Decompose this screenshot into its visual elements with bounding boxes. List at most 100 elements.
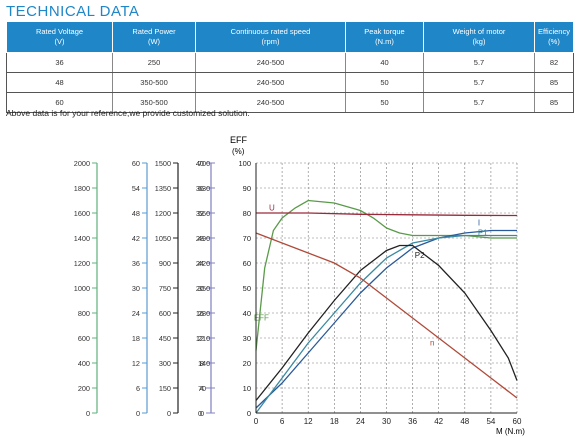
scale-tick-label: 20	[196, 284, 204, 293]
series-label: P2	[415, 251, 425, 260]
table-cell: 250	[112, 52, 196, 73]
x-tick-label: 12	[304, 417, 313, 426]
x-tick-label: 60	[513, 417, 522, 426]
y-tick-label: 80	[243, 209, 251, 218]
scale-tick-label: 8	[200, 359, 204, 368]
x-tick-label: 54	[486, 417, 495, 426]
scale-tick-label: 60	[132, 159, 140, 168]
scale-tick-label: 1200	[155, 209, 171, 218]
scale-tick-label: 1600	[74, 209, 90, 218]
scale-tick-label: 32	[196, 209, 204, 218]
scale-tick-label: 48	[132, 209, 140, 218]
series-label: n	[430, 339, 434, 348]
series-line	[255, 244, 518, 401]
scale-tick-label: 16	[196, 309, 204, 318]
scale-tick-label: 420	[198, 259, 210, 268]
table-cell: 5.7	[423, 52, 535, 73]
table-cell: 40	[345, 52, 424, 73]
scale-tick-label: 600	[159, 309, 171, 318]
scale-tick-label: 210	[198, 334, 210, 343]
scale-tick-label: 0	[167, 409, 171, 418]
scale-tick-label: 1050	[155, 234, 171, 243]
column-header: Continuous rated speed (rpm)	[195, 21, 346, 53]
scale-tick-label: 6	[136, 384, 140, 393]
y-tick-label: 50	[243, 284, 251, 293]
secondary-scales: 0200400600800100012001400160018002000061…	[74, 159, 215, 418]
table-row: 48 350-500 240-500 50 5.7 85	[6, 72, 574, 93]
x-tick-label: 18	[330, 417, 339, 426]
scale-tick-label: 70	[198, 384, 206, 393]
scale-tick-label: 200	[78, 384, 90, 393]
y-tick-label: 70	[243, 234, 251, 243]
scale-tick-label: 54	[132, 184, 140, 193]
scale-tick-label: 24	[132, 309, 140, 318]
table-cell: 240-500	[195, 52, 346, 73]
table-cell: 50	[345, 92, 424, 113]
scale-tick-label: 150	[159, 384, 171, 393]
table-cell: 82	[534, 52, 574, 73]
scale-tick-label: 630	[198, 184, 210, 193]
y-tick-label: 100	[238, 159, 251, 168]
series-line	[255, 234, 517, 414]
x-tick-label: 36	[408, 417, 417, 426]
technical-data-table: Rated Voltage (V) Rated Power (W) Continuo…	[6, 21, 574, 113]
column-header: Weight of motor (kg)	[423, 21, 535, 53]
y-tick-label: 60	[243, 259, 251, 268]
y-axis-title-top: EFF	[230, 135, 248, 145]
scale-tick-label: 1500	[155, 159, 171, 168]
scale-tick-label: 1000	[74, 284, 90, 293]
table-cell: 240-500	[195, 72, 346, 93]
scale-tick-label: 0	[136, 409, 140, 418]
table-cell: 5.7	[423, 92, 535, 113]
x-tick-label: 0	[254, 417, 259, 426]
table-cell: 350-500	[112, 72, 196, 93]
scale-tick-label: 12	[132, 359, 140, 368]
scale-tick-label: 1200	[74, 259, 90, 268]
scale-tick-label: 36	[132, 259, 140, 268]
scale-tick-label: 28	[196, 234, 204, 243]
scale-tick-label: 750	[159, 284, 171, 293]
table-cell: 5.7	[423, 72, 535, 93]
column-header: Peak torque (N.m)	[345, 21, 424, 53]
y-tick-label: 30	[243, 334, 251, 343]
series-label: I	[478, 219, 480, 228]
scale-tick-label: 280	[198, 309, 210, 318]
table-cell: 350-500	[112, 92, 196, 113]
scale-tick-label: 2000	[74, 159, 90, 168]
scale-tick-label: 40	[196, 159, 204, 168]
scale-tick-label: 600	[78, 334, 90, 343]
scale-tick-label: 36	[196, 184, 204, 193]
reference-note: Above data is for your reference,we prov…	[6, 108, 250, 118]
x-axis-title: M (N.m)	[496, 427, 525, 436]
series-label: EFF	[254, 314, 269, 323]
scale-tick-label: 12	[196, 334, 204, 343]
y-tick-label: 90	[243, 184, 251, 193]
scale-tick-label: 1400	[74, 234, 90, 243]
table-cell: 85	[534, 92, 574, 113]
scale-tick-label: 560	[198, 209, 210, 218]
scale-tick-label: 0	[86, 409, 90, 418]
table-cell: 50	[345, 72, 424, 93]
column-header: Efficiency (%)	[534, 21, 574, 53]
scale-tick-label: 900	[159, 259, 171, 268]
scale-tick-label: 42	[132, 234, 140, 243]
table-row: 36 250 240-500 40 5.7 82	[6, 52, 574, 73]
scale-tick-label: 30	[132, 284, 140, 293]
scale-tick-label: 300	[159, 359, 171, 368]
scale-tick-label: 700	[198, 159, 210, 168]
scale-tick-label: 0	[198, 409, 202, 418]
y-tick-label: 20	[243, 359, 251, 368]
y-tick-label: 10	[243, 384, 251, 393]
column-header: Rated Power (W)	[112, 21, 196, 53]
chart-grid	[255, 162, 518, 414]
table-cell: 60	[6, 92, 113, 113]
chart-axes: 0 10 20 30 40 50 60 70 80 90 100 0 6 12 18 24 30 36 42 48 54…	[238, 159, 522, 426]
x-tick-label: 24	[356, 417, 365, 426]
scale-tick-label: 490	[198, 234, 210, 243]
scale-tick-label: 350	[198, 284, 210, 293]
scale-tick-label: 24	[196, 259, 204, 268]
x-tick-label: 6	[280, 417, 285, 426]
scale-tick-label: 4	[200, 384, 204, 393]
scale-tick-label: 140	[198, 359, 210, 368]
